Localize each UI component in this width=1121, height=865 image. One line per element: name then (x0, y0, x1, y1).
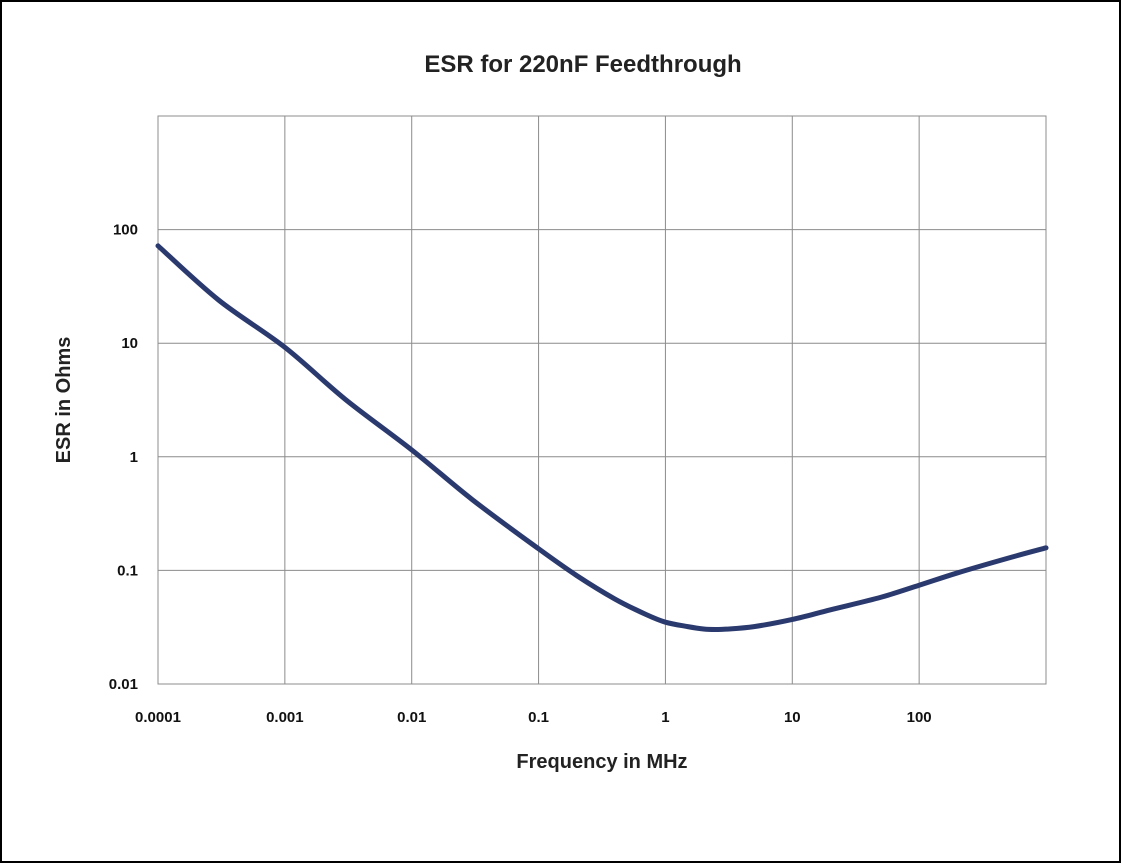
x-axis-title: Frequency in MHz (516, 751, 687, 773)
x-tick-label: 0.01 (397, 709, 426, 726)
x-tick-labels: 0.0001 0.001 0.01 0.1 1 10 100 (135, 709, 932, 726)
esr-series-line (155, 243, 1049, 633)
y-tick-label: 100 (113, 222, 138, 239)
y-tick-labels: 0.01 0.1 1 10 100 (109, 222, 138, 693)
x-tick-label: 1 (661, 709, 669, 726)
y-tick-label: 0.1 (117, 562, 138, 579)
grid-lines (157, 115, 1047, 685)
x-tick-label: 0.0001 (135, 709, 181, 726)
x-tick-label: 10 (784, 709, 801, 726)
x-tick-label: 0.1 (528, 709, 549, 726)
plot-area-border (157, 115, 1047, 685)
y-tick-label: 0.01 (109, 676, 138, 693)
x-tick-label: 100 (907, 709, 932, 726)
chart-title: ESR for 220nF Feedthrough (424, 51, 741, 78)
x-tick-label: 0.001 (266, 709, 304, 726)
y-axis-title: ESR in Ohms (53, 337, 75, 464)
y-tick-label: 10 (121, 335, 138, 352)
y-tick-label: 1 (130, 449, 138, 466)
